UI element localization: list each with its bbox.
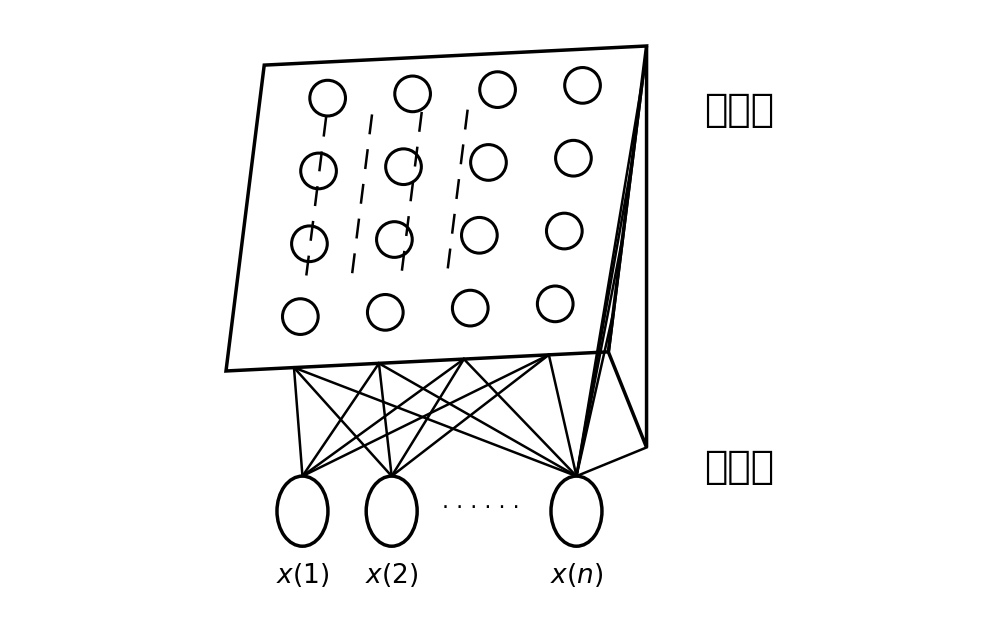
Text: 输入层: 输入层 <box>704 447 774 486</box>
Circle shape <box>462 218 497 253</box>
Circle shape <box>386 149 421 184</box>
Text: · · · · · ·: · · · · · · <box>442 498 520 518</box>
Circle shape <box>546 213 582 249</box>
Circle shape <box>292 226 327 262</box>
Ellipse shape <box>366 476 417 546</box>
Polygon shape <box>608 46 647 447</box>
Text: $x(n)$: $x(n)$ <box>550 561 603 589</box>
Circle shape <box>395 76 430 112</box>
Circle shape <box>282 299 318 335</box>
Circle shape <box>537 286 573 322</box>
Circle shape <box>556 140 591 176</box>
Circle shape <box>377 221 412 257</box>
Ellipse shape <box>277 476 328 546</box>
Circle shape <box>367 294 403 330</box>
Text: 输出层: 输出层 <box>704 91 774 129</box>
Text: $x(1)$: $x(1)$ <box>276 561 329 589</box>
Ellipse shape <box>551 476 602 546</box>
Circle shape <box>301 153 336 189</box>
Polygon shape <box>226 46 647 371</box>
Circle shape <box>480 72 515 108</box>
Circle shape <box>310 80 345 116</box>
Circle shape <box>452 291 488 326</box>
Circle shape <box>565 68 600 103</box>
Circle shape <box>471 145 506 180</box>
Text: $x(2)$: $x(2)$ <box>365 561 418 589</box>
